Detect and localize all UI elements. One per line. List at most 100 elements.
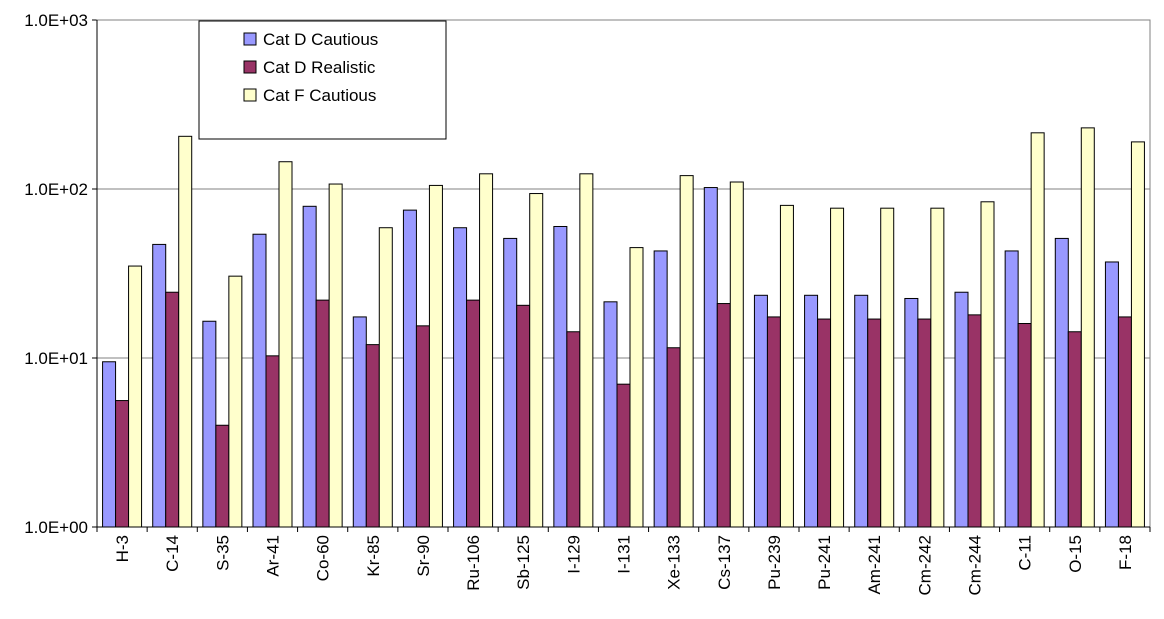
bar-cat-f-cautious — [479, 173, 494, 528]
bar-cat-f-cautious — [529, 193, 544, 528]
bar-cat-d-realistic — [165, 291, 180, 528]
bar-cat-d-cautious — [102, 361, 117, 528]
x-tick-label: Cs-137 — [715, 535, 734, 590]
bar-cat-f-cautious — [328, 183, 343, 528]
x-axis-labels: H-3 C-14 S-35 Ar-41 Co-60 Kr-85 Sr-90 Ru-106 Sb-… — [113, 535, 1135, 595]
y-tick-label: 1.0E+00 — [24, 518, 88, 537]
bar-cat-f-cautious — [629, 247, 644, 528]
bar-cat-d-realistic — [466, 299, 481, 528]
bar-cat-d-realistic — [516, 304, 531, 528]
legend-swatch — [243, 32, 257, 46]
x-tick-label: F-18 — [1116, 535, 1135, 570]
bar-cat-d-cautious — [753, 294, 768, 528]
bars — [102, 127, 1145, 528]
bar-cat-f-cautious — [378, 227, 393, 528]
bar-cat-d-realistic — [967, 314, 982, 528]
x-tick-label: Cm-242 — [915, 535, 934, 595]
bar-cat-d-realistic — [415, 325, 430, 528]
bar-cat-d-cautious — [1104, 261, 1119, 528]
bar-cat-d-cautious — [202, 320, 217, 528]
x-tick-label: I-131 — [615, 535, 634, 574]
bar-cat-f-cautious — [1030, 132, 1045, 528]
x-tick-label: Co-60 — [314, 535, 333, 581]
y-tick-label: 1.0E+02 — [24, 180, 88, 199]
bar-cat-d-cautious — [954, 291, 969, 528]
legend-label: Cat D Cautious — [263, 30, 378, 49]
bar-cat-d-cautious — [1054, 237, 1069, 528]
x-tick-label: Ru-106 — [464, 535, 483, 591]
x-tick-label: C-14 — [163, 535, 182, 572]
bar-cat-f-cautious — [729, 181, 744, 528]
bar-cat-d-realistic — [215, 424, 230, 528]
axes — [96, 19, 1151, 532]
x-tick-label: Sr-90 — [414, 535, 433, 577]
bar-cat-d-realistic — [566, 331, 581, 528]
bar-cat-f-cautious — [128, 265, 143, 528]
x-tick-label: I-129 — [564, 535, 583, 574]
x-tick-label: S-35 — [213, 535, 232, 571]
bar-cat-f-cautious — [178, 135, 193, 528]
bar-cat-d-cautious — [603, 301, 618, 528]
y-tick-label: 1.0E+01 — [24, 349, 88, 368]
bar-cat-d-realistic — [1067, 331, 1082, 528]
bar-cat-d-cautious — [904, 297, 919, 528]
bar-cat-d-cautious — [854, 294, 869, 528]
bar-cat-f-cautious — [779, 204, 794, 528]
bar-cat-f-cautious — [428, 184, 443, 528]
x-tick-label: Sb-125 — [514, 535, 533, 590]
bar-cat-d-realistic — [265, 355, 280, 528]
x-tick-label: O-15 — [1066, 535, 1085, 573]
bar-cat-d-cautious — [703, 187, 718, 528]
bar-cat-f-cautious — [830, 207, 845, 528]
bar-cat-d-realistic — [716, 303, 731, 528]
y-axis-ticks: 1.0E+00 1.0E+01 1.0E+02 1.0E+03 — [24, 11, 97, 537]
bar-cat-d-cautious — [1004, 250, 1019, 528]
bar-cat-d-realistic — [817, 318, 832, 528]
bar-cat-d-realistic — [115, 400, 130, 528]
bar-cat-d-realistic — [1017, 323, 1032, 528]
bar-cat-d-cautious — [553, 225, 568, 528]
bar-cat-d-cautious — [453, 227, 468, 528]
x-tick-label: Xe-133 — [665, 535, 684, 590]
bar-cat-d-cautious — [804, 294, 819, 528]
bar-cat-f-cautious — [1130, 141, 1145, 528]
x-tick-label: H-3 — [113, 535, 132, 562]
bar-cat-f-cautious — [228, 275, 243, 528]
bar-cat-d-cautious — [402, 209, 417, 528]
bar-cat-d-cautious — [503, 237, 518, 528]
legend-label: Cat D Realistic — [263, 58, 376, 77]
bar-cat-d-realistic — [666, 347, 681, 528]
bar-cat-f-cautious — [930, 207, 945, 528]
bar-cat-f-cautious — [679, 175, 694, 528]
x-tick-label: Am-241 — [865, 535, 884, 595]
bar-cat-d-realistic — [766, 316, 781, 528]
bar-cat-d-realistic — [917, 318, 932, 528]
bar-cat-f-cautious — [579, 173, 594, 528]
legend-swatch — [243, 60, 257, 74]
bar-cat-f-cautious — [278, 161, 293, 528]
bar-cat-f-cautious — [880, 207, 895, 528]
bar-cat-d-realistic — [867, 318, 882, 528]
bar-cat-d-realistic — [315, 299, 330, 528]
bar-cat-d-cautious — [252, 233, 267, 528]
bar-cat-f-cautious — [980, 201, 995, 528]
bar-cat-d-realistic — [616, 383, 631, 528]
bar-cat-d-cautious — [352, 316, 367, 528]
legend-swatch — [243, 88, 257, 102]
bar-cat-d-cautious — [302, 205, 317, 528]
x-tick-label: Pu-239 — [765, 535, 784, 590]
x-tick-label: Ar-41 — [264, 535, 283, 577]
x-tick-label: Cm-244 — [966, 535, 985, 595]
bar-cat-d-cautious — [152, 243, 167, 528]
bar-cat-d-realistic — [1117, 316, 1132, 528]
bar-cat-f-cautious — [1080, 127, 1095, 528]
legend-label: Cat F Cautious — [263, 86, 376, 105]
x-tick-label: Kr-85 — [364, 535, 383, 577]
legend: Cat D Cautious Cat D Realistic Cat F Cauti… — [198, 20, 447, 140]
x-tick-label: Pu-241 — [815, 535, 834, 590]
bar-cat-d-cautious — [653, 250, 668, 528]
x-tick-label: C-11 — [1016, 535, 1035, 571]
bar-cat-d-realistic — [365, 344, 380, 528]
y-tick-label: 1.0E+03 — [24, 11, 88, 30]
